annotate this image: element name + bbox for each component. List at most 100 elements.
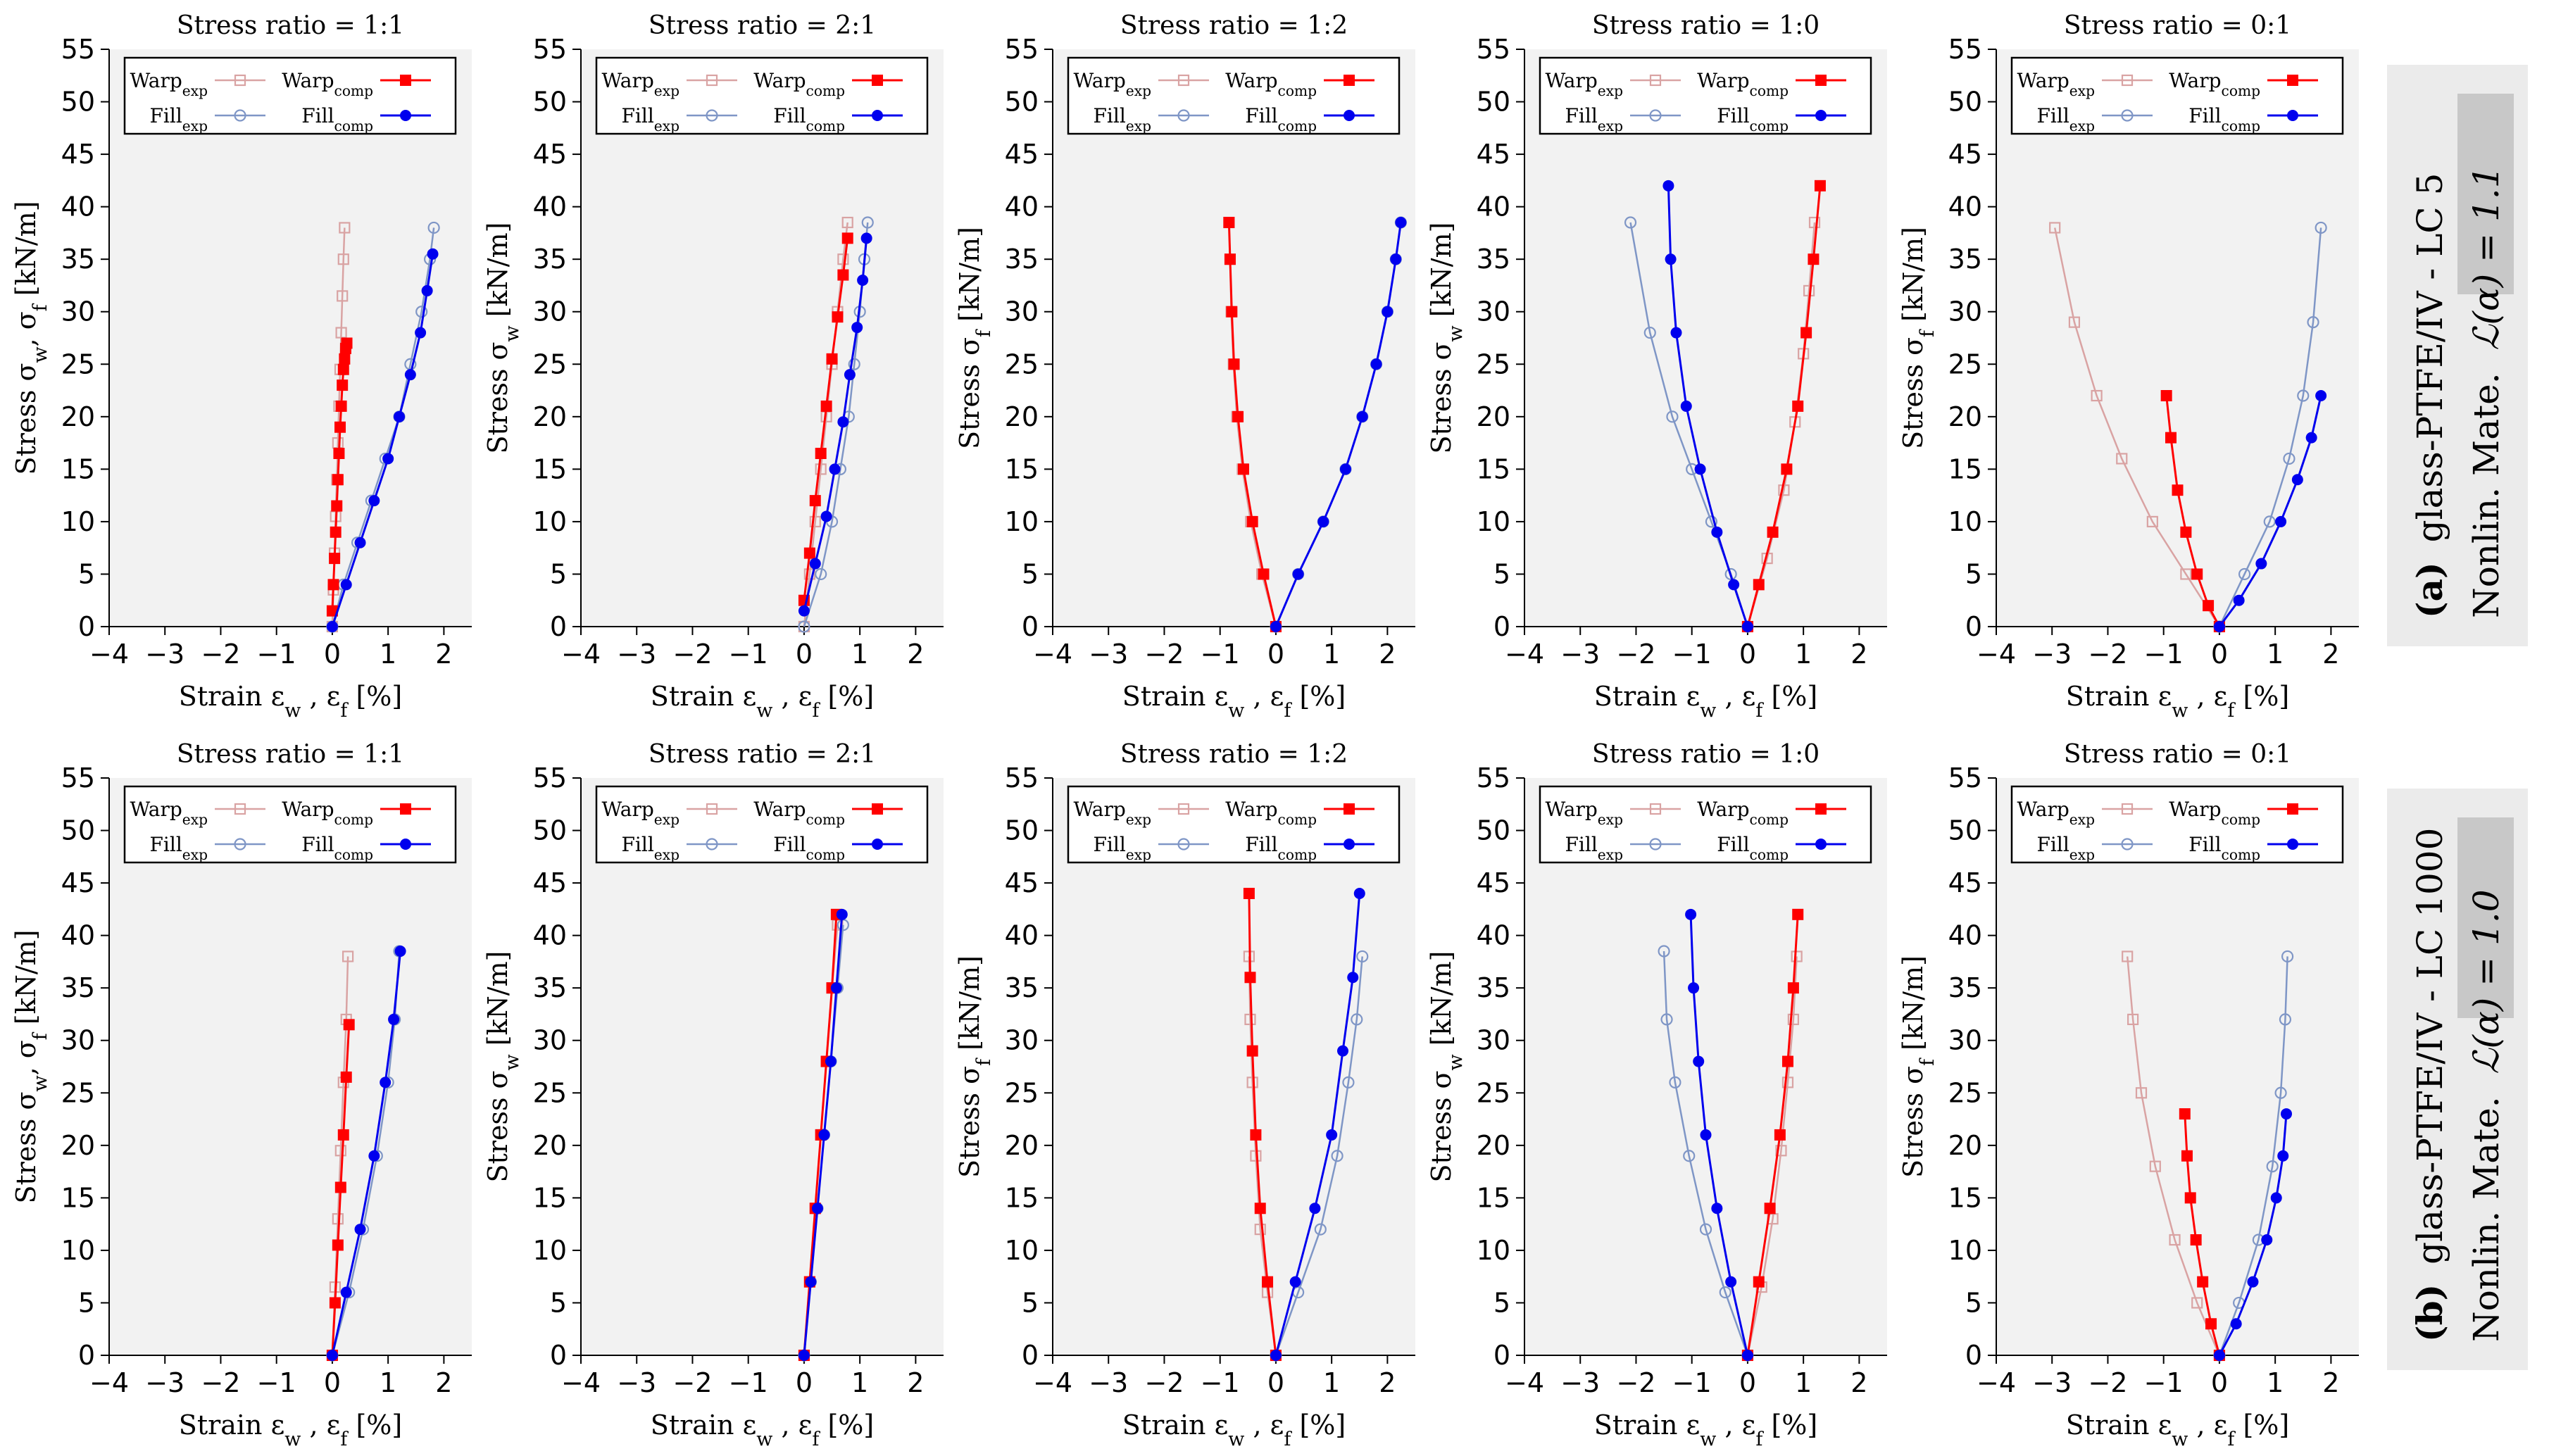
legend-label-fill-exp: Fillexp [2037,104,2096,134]
legend-label-fill-exp: Fillexp [1565,104,1624,134]
data-point-fill-comp [820,510,832,522]
data-point-fill-comp [809,558,821,570]
plot-area [1524,778,1887,1355]
series-fill-comp [326,248,439,632]
y-tick-label: 45 [61,139,95,170]
data-point-warp-comp [1250,1129,1262,1141]
data-point-warp-comp [326,605,338,617]
y-tick-label: 25 [1948,1077,1982,1108]
data-point-fill-comp [1725,1276,1737,1288]
chart-title: Stress ratio = 0:1 [2064,11,2291,40]
legend-marker-fill-comp [2287,839,2298,850]
data-point-warp-comp [1226,306,1238,318]
data-point-warp-exp [2191,1297,2203,1309]
x-tick-label: 1 [1323,639,1340,670]
data-point-fill-exp [861,216,874,229]
y-tick-label: 25 [1005,349,1039,379]
y-tick-label: 40 [1477,192,1510,222]
data-point-warp-comp [2197,1276,2209,1288]
y-tick-label: 15 [533,1182,567,1213]
data-point-fill-comp [1711,1203,1723,1215]
data-point-fill-comp [2270,1192,2282,1204]
x-tick-label: 0 [1739,1367,1756,1398]
data-point-fill-exp [1331,1150,1344,1162]
data-point-warp-comp [2179,1108,2191,1120]
data-point-fill-comp [811,1203,823,1215]
data-point-warp-comp [2160,390,2172,401]
x-tick-label: 2 [907,1367,924,1398]
data-point-warp-exp [2068,316,2081,328]
data-point-fill-comp [1292,568,1304,580]
chart-panel-r0c4: Stress ratio = 0:10510152025303540455055… [1898,11,2359,722]
legend: Warpexp Warpcomp Fillexp Fillcomp [2010,56,2344,135]
data-point-warp-comp [1792,908,1804,920]
row-a-math: ℒ(α) = 1.1 [2466,165,2507,350]
x-tick-label: 1 [1795,639,1812,670]
y-tick-label: 30 [1005,1025,1039,1056]
x-tick-label: 2 [1379,639,1396,670]
x-tick-label: −1 [729,1367,768,1398]
legend-label-fill-comp: Fillcomp [301,833,373,863]
data-point-fill-comp [836,908,848,920]
chart-panel-r0c3: Stress ratio = 1:00510152025303540455055… [1426,11,1887,722]
data-point-warp-exp [342,950,354,962]
data-point-fill-exp [1724,567,1737,581]
legend-label-fill-comp: Fillcomp [2188,104,2260,134]
data-point-warp-comp [332,474,344,486]
data-point-warp-exp [2122,950,2134,962]
chart-title: Stress ratio = 1:1 [177,740,404,769]
data-point-fill-comp [404,369,416,381]
legend-label-warp-comp: Warpcomp [753,798,845,828]
x-tick-label: 1 [851,639,868,670]
legend-marker-fill-exp [1177,838,1190,851]
data-point-fill-comp [2281,1108,2292,1120]
y-axis-label: Stress σf [kN/m] [954,955,995,1178]
data-point-fill-comp [2230,1318,2242,1330]
data-point-fill-exp [1356,950,1369,963]
legend-marker-fill-comp [1815,839,1827,850]
legend-marker-fill-comp [2287,110,2298,121]
data-point-fill-exp [798,620,810,633]
svg-text:(a) glass-PTFE/IV - LC: (a) glass-PTFE/IV - LC 5 [2409,173,2450,618]
data-point-fill-exp [1683,1150,1696,1162]
data-point-fill-comp [1694,463,1706,475]
legend-marker-fill-exp [706,109,718,122]
legend-marker-fill-comp [1344,110,1355,121]
data-point-warp-comp [1774,1129,1786,1141]
data-point-fill-comp [1382,306,1394,318]
series-line-fill-comp [1667,185,1749,627]
legend-marker-warp-exp [1177,803,1190,815]
legend-label-fill-exp: Fillexp [150,104,208,134]
x-tick-label: 1 [1795,1367,1812,1398]
y-tick-label: 50 [1005,87,1039,118]
x-tick-label: −1 [729,639,768,670]
legend-marker-fill-comp [1344,839,1355,850]
data-point-fill-comp [1270,621,1282,632]
y-tick-label: 35 [533,244,567,275]
y-tick-label: 0 [1022,611,1039,642]
data-point-warp-comp [826,353,838,365]
x-axis-label: Strain εw , εf [%] [2066,681,2289,722]
chart-title: Stress ratio = 1:1 [177,11,404,40]
y-tick-label: 35 [61,244,95,275]
data-point-warp-exp [1787,1013,1799,1026]
data-point-warp-exp [841,216,853,229]
data-point-fill-exp [1643,326,1656,339]
y-tick-label: 30 [61,1025,95,1056]
series-line-warp-exp [2126,956,2221,1356]
x-tick-label: 0 [324,639,341,670]
data-point-warp-exp [809,515,821,528]
y-tick-label: 35 [1477,972,1510,1003]
data-point-fill-exp [2263,515,2276,528]
legend-label-fill-exp: Fillexp [2037,833,2096,863]
chart-title: Stress ratio = 1:2 [1120,740,1348,769]
y-tick-label: 45 [1005,867,1039,898]
data-point-warp-exp [1775,1145,1787,1157]
data-point-fill-comp [1309,1203,1321,1215]
x-tick-label: −2 [2088,1367,2127,1398]
legend-label-fill-exp: Fillexp [622,104,680,134]
data-point-fill-comp [2305,432,2317,444]
x-tick-label: −4 [89,639,129,670]
legend-marker-fill-exp [2121,109,2134,122]
legend-label-fill-comp: Fillcomp [773,104,845,134]
